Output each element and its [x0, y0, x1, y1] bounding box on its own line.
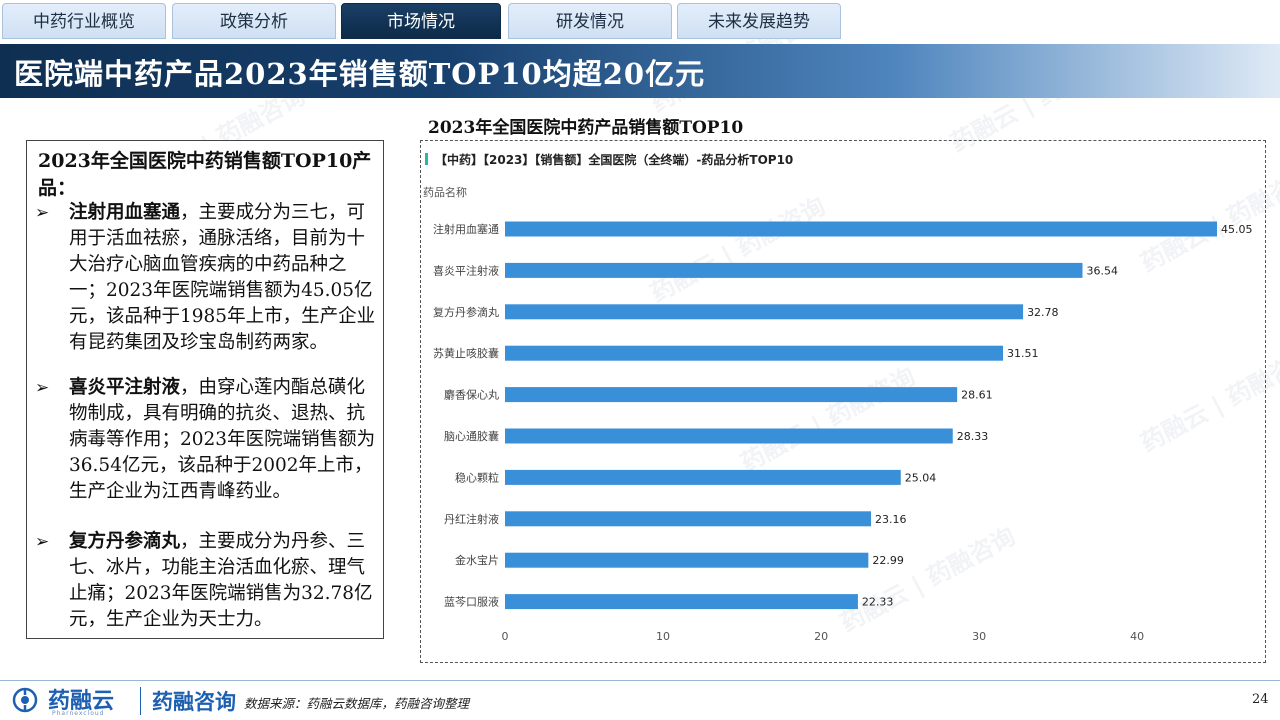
tab-overview[interactable]: 中药行业概览 [2, 3, 166, 39]
category-label: 丹红注射液 [444, 512, 499, 526]
chart-caption: 2023年全国医院中药产品销售额TOP10 [428, 118, 744, 138]
bar [505, 594, 858, 610]
category-label: 脑心通胶囊 [444, 429, 499, 443]
brand-mark-icon [12, 687, 38, 713]
bar [505, 221, 1217, 237]
data-label: 45.05 [1221, 223, 1253, 236]
data-source-note: 数据来源：药融云数据库，药融咨询整理 [244, 696, 470, 711]
data-label: 32.78 [1027, 306, 1059, 319]
tab-policy[interactable]: 政策分析 [172, 3, 336, 39]
data-label: 28.33 [957, 430, 989, 443]
data-label: 31.51 [1007, 347, 1039, 360]
arrow-bullet-icon: ➢ [35, 378, 50, 398]
x-tick-label: 30 [972, 630, 986, 643]
category-label: 蓝芩口服液 [444, 595, 499, 609]
footer-divider [0, 680, 1280, 681]
brand-name-secondary: 药融咨询 [152, 690, 236, 714]
bar [505, 511, 872, 527]
product-name: 注射用血塞通 [69, 202, 181, 223]
category-label: 苏黄止咳胶囊 [433, 346, 499, 360]
logo-separator [140, 687, 141, 715]
product-desc: ，主要成分为三七，可用于活血祛瘀，通脉活络，目前为十大治疗心脑血管疾病的中药品种… [69, 202, 376, 353]
brand-name: 药融云 [48, 689, 115, 714]
data-label: 22.33 [862, 596, 894, 609]
arrow-bullet-icon: ➢ [35, 532, 50, 552]
category-label: 注射用血塞通 [433, 222, 499, 236]
tab-trends[interactable]: 未来发展趋势 [677, 3, 841, 39]
bar [505, 345, 1004, 361]
page-number: 24 [1252, 692, 1269, 707]
tab-market[interactable]: 市场情况 [341, 3, 501, 39]
bar [505, 262, 1083, 278]
tab-rnd[interactable]: 研发情况 [508, 3, 672, 39]
arrow-bullet-icon: ➢ [35, 203, 50, 223]
product-desc: ，主要成分为丹参、三七、冰片，功能主治活血化瘀、理气止痛；2023年医院端销售为… [69, 531, 373, 630]
category-label: 稳心颗粒 [455, 470, 499, 484]
chart-frame: 【中药】【2023】【销售额】全国医院（全终端）-药品分析TOP10 药品名称注射… [420, 140, 1266, 663]
data-label: 28.61 [961, 389, 993, 402]
category-label: 金水宝片 [455, 553, 499, 567]
category-label: 麝香保心丸 [444, 388, 499, 402]
category-label: 复方丹参滴丸 [433, 305, 499, 319]
data-label: 36.54 [1087, 264, 1119, 277]
bar-chart: 【中药】【2023】【销售额】全国医院（全终端）-药品分析TOP10 药品名称注射… [423, 152, 1253, 643]
data-label: 23.16 [875, 513, 907, 526]
summary-title: 2023年全国医院中药销售额TOP10产品： [38, 150, 372, 199]
bar [505, 469, 901, 485]
title-accent-mark [425, 153, 428, 165]
product-name: 喜炎平注射液 [69, 377, 181, 398]
nav-tabs: 中药行业概览 政策分析 市场情况 研发情况 未来发展趋势 [0, 0, 1280, 42]
page-title: 医院端中药产品2023年销售额TOP10均超20亿元 [14, 57, 706, 91]
x-tick-label: 40 [1130, 630, 1144, 643]
bar [505, 304, 1024, 320]
x-tick-label: 0 [502, 630, 509, 643]
summary-box: 2023年全国医院中药销售额TOP10产品： ➢ 注射用血塞通，主要成分为三七，… [26, 140, 384, 639]
bar [505, 552, 869, 568]
x-tick-label: 10 [656, 630, 670, 643]
y-axis-label: 药品名称 [423, 185, 467, 199]
chart-title: 【中药】【2023】【销售额】全国医院（全终端）-药品分析TOP10 [435, 152, 793, 167]
product-desc: ，由穿心莲内酯总磺化物制成，具有明确的抗炎、退热、抗病毒等作用；2023年医院端… [69, 377, 376, 502]
product-name: 复方丹参滴丸 [69, 531, 181, 552]
bar [505, 387, 958, 403]
brand-subname: Pharnexcloud [52, 710, 105, 717]
bar [505, 428, 953, 444]
x-tick-label: 20 [814, 630, 828, 643]
category-label: 喜炎平注射液 [433, 263, 499, 277]
data-label: 22.99 [872, 554, 904, 567]
title-band: 医院端中药产品2023年销售额TOP10均超20亿元 [0, 44, 1280, 98]
data-label: 25.04 [905, 471, 937, 484]
